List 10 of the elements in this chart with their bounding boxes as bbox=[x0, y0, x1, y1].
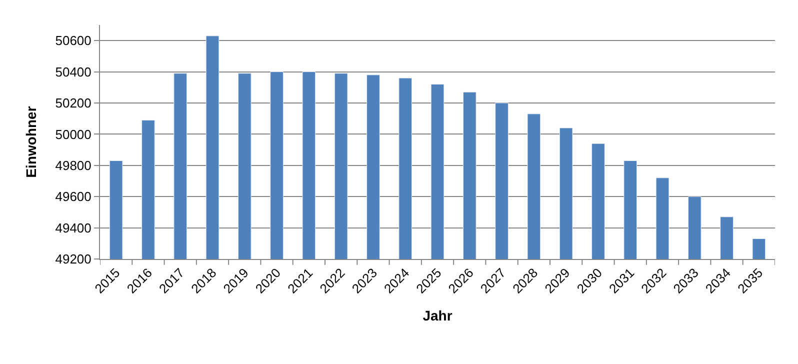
y-tick-label: 50000 bbox=[55, 126, 92, 142]
x-axis-title: Jahr bbox=[422, 308, 453, 324]
y-tick-label: 49800 bbox=[55, 158, 92, 173]
y-tick-label: 50400 bbox=[55, 64, 92, 80]
y-tick-label: 49600 bbox=[55, 189, 92, 204]
y-axis-title: Einwohner bbox=[22, 106, 39, 178]
y-tick-label: 49200 bbox=[55, 252, 92, 267]
y-tick-label: 50200 bbox=[55, 96, 92, 111]
y-tick-label: 50600 bbox=[55, 33, 92, 48]
y-tick-label: 49400 bbox=[55, 220, 92, 236]
